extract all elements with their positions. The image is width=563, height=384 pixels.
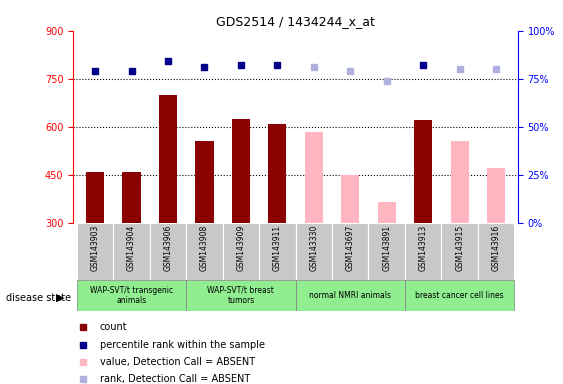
Bar xyxy=(441,223,478,280)
Text: value, Detection Call = ABSENT: value, Detection Call = ABSENT xyxy=(100,357,254,367)
Title: GDS2514 / 1434244_x_at: GDS2514 / 1434244_x_at xyxy=(216,15,375,28)
Text: GSM143913: GSM143913 xyxy=(419,224,428,271)
Bar xyxy=(296,223,332,280)
Text: ▶: ▶ xyxy=(56,293,65,303)
Text: GSM143915: GSM143915 xyxy=(455,224,464,271)
Text: percentile rank within the sample: percentile rank within the sample xyxy=(100,339,265,349)
Bar xyxy=(305,131,323,223)
Bar xyxy=(369,223,405,280)
Bar xyxy=(268,124,287,223)
Bar xyxy=(296,280,405,311)
Bar xyxy=(259,223,296,280)
Bar xyxy=(150,223,186,280)
Text: count: count xyxy=(100,322,127,332)
Text: GSM143891: GSM143891 xyxy=(382,224,391,271)
Text: rank, Detection Call = ABSENT: rank, Detection Call = ABSENT xyxy=(100,374,250,384)
Text: normal NMRI animals: normal NMRI animals xyxy=(309,291,391,300)
Bar xyxy=(487,168,505,223)
Text: breast cancer cell lines: breast cancer cell lines xyxy=(415,291,504,300)
Text: GSM143908: GSM143908 xyxy=(200,224,209,271)
Bar xyxy=(378,202,396,223)
Bar xyxy=(232,119,250,223)
Bar xyxy=(332,223,369,280)
Text: GSM143330: GSM143330 xyxy=(309,224,318,271)
Bar xyxy=(159,95,177,223)
Bar xyxy=(186,223,222,280)
Bar xyxy=(478,223,515,280)
Bar xyxy=(195,141,213,223)
Bar xyxy=(186,280,296,311)
Text: GSM143903: GSM143903 xyxy=(91,224,100,271)
Bar xyxy=(77,223,113,280)
Text: WAP-SVT/t breast
tumors: WAP-SVT/t breast tumors xyxy=(207,286,274,305)
Bar xyxy=(86,172,104,223)
Bar xyxy=(450,141,469,223)
Text: disease state: disease state xyxy=(6,293,71,303)
Text: GSM143697: GSM143697 xyxy=(346,224,355,271)
Bar xyxy=(405,280,515,311)
Bar xyxy=(77,280,186,311)
Bar xyxy=(222,223,259,280)
Text: WAP-SVT/t transgenic
animals: WAP-SVT/t transgenic animals xyxy=(90,286,173,305)
Text: GSM143906: GSM143906 xyxy=(163,224,172,271)
Text: GSM143904: GSM143904 xyxy=(127,224,136,271)
Text: GSM143911: GSM143911 xyxy=(273,224,282,271)
Bar xyxy=(122,172,141,223)
Text: GSM143909: GSM143909 xyxy=(236,224,245,271)
Bar xyxy=(414,120,432,223)
Text: GSM143916: GSM143916 xyxy=(491,224,501,271)
Bar xyxy=(113,223,150,280)
Bar xyxy=(405,223,441,280)
Bar xyxy=(341,175,359,223)
